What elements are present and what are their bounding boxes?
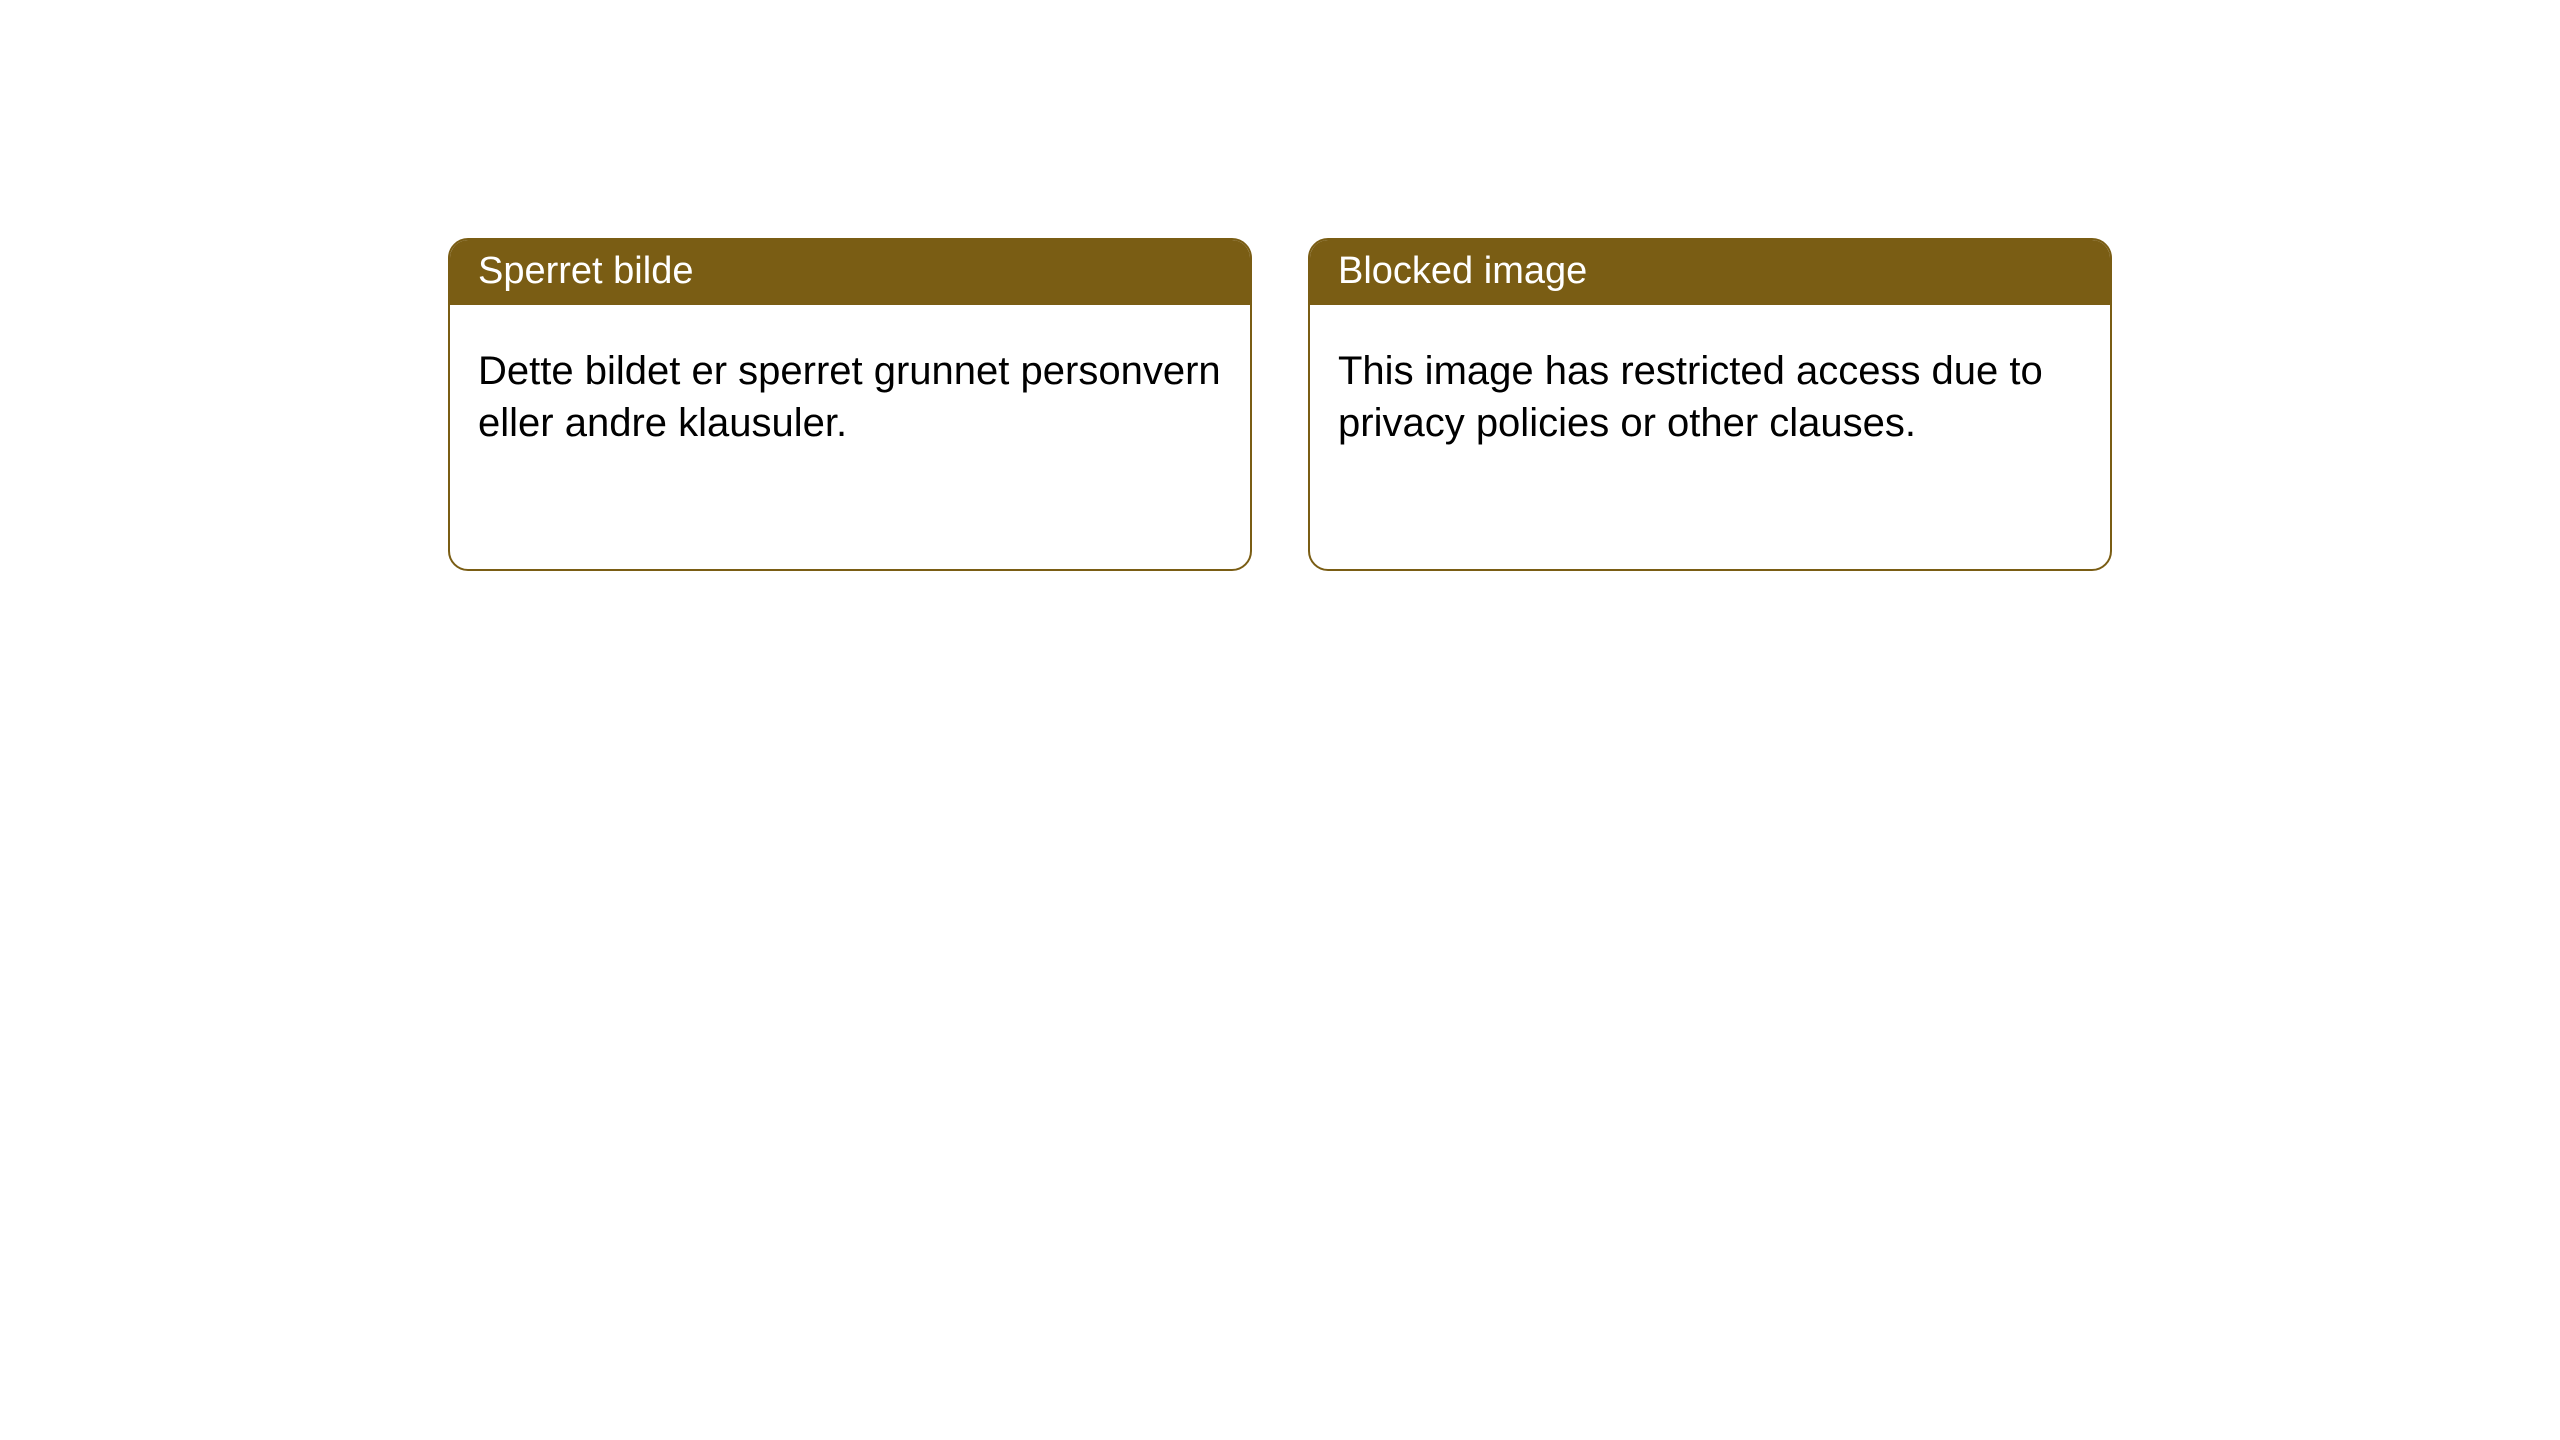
notice-panel-en: Blocked image This image has restricted … (1308, 238, 2112, 571)
notice-panels-container: Sperret bilde Dette bildet er sperret gr… (0, 0, 2560, 571)
notice-panel-title: Blocked image (1310, 240, 2110, 305)
notice-panel-body: This image has restricted access due to … (1310, 305, 2110, 569)
notice-panel-body: Dette bildet er sperret grunnet personve… (450, 305, 1250, 569)
notice-panel-no: Sperret bilde Dette bildet er sperret gr… (448, 238, 1252, 571)
notice-panel-title: Sperret bilde (450, 240, 1250, 305)
